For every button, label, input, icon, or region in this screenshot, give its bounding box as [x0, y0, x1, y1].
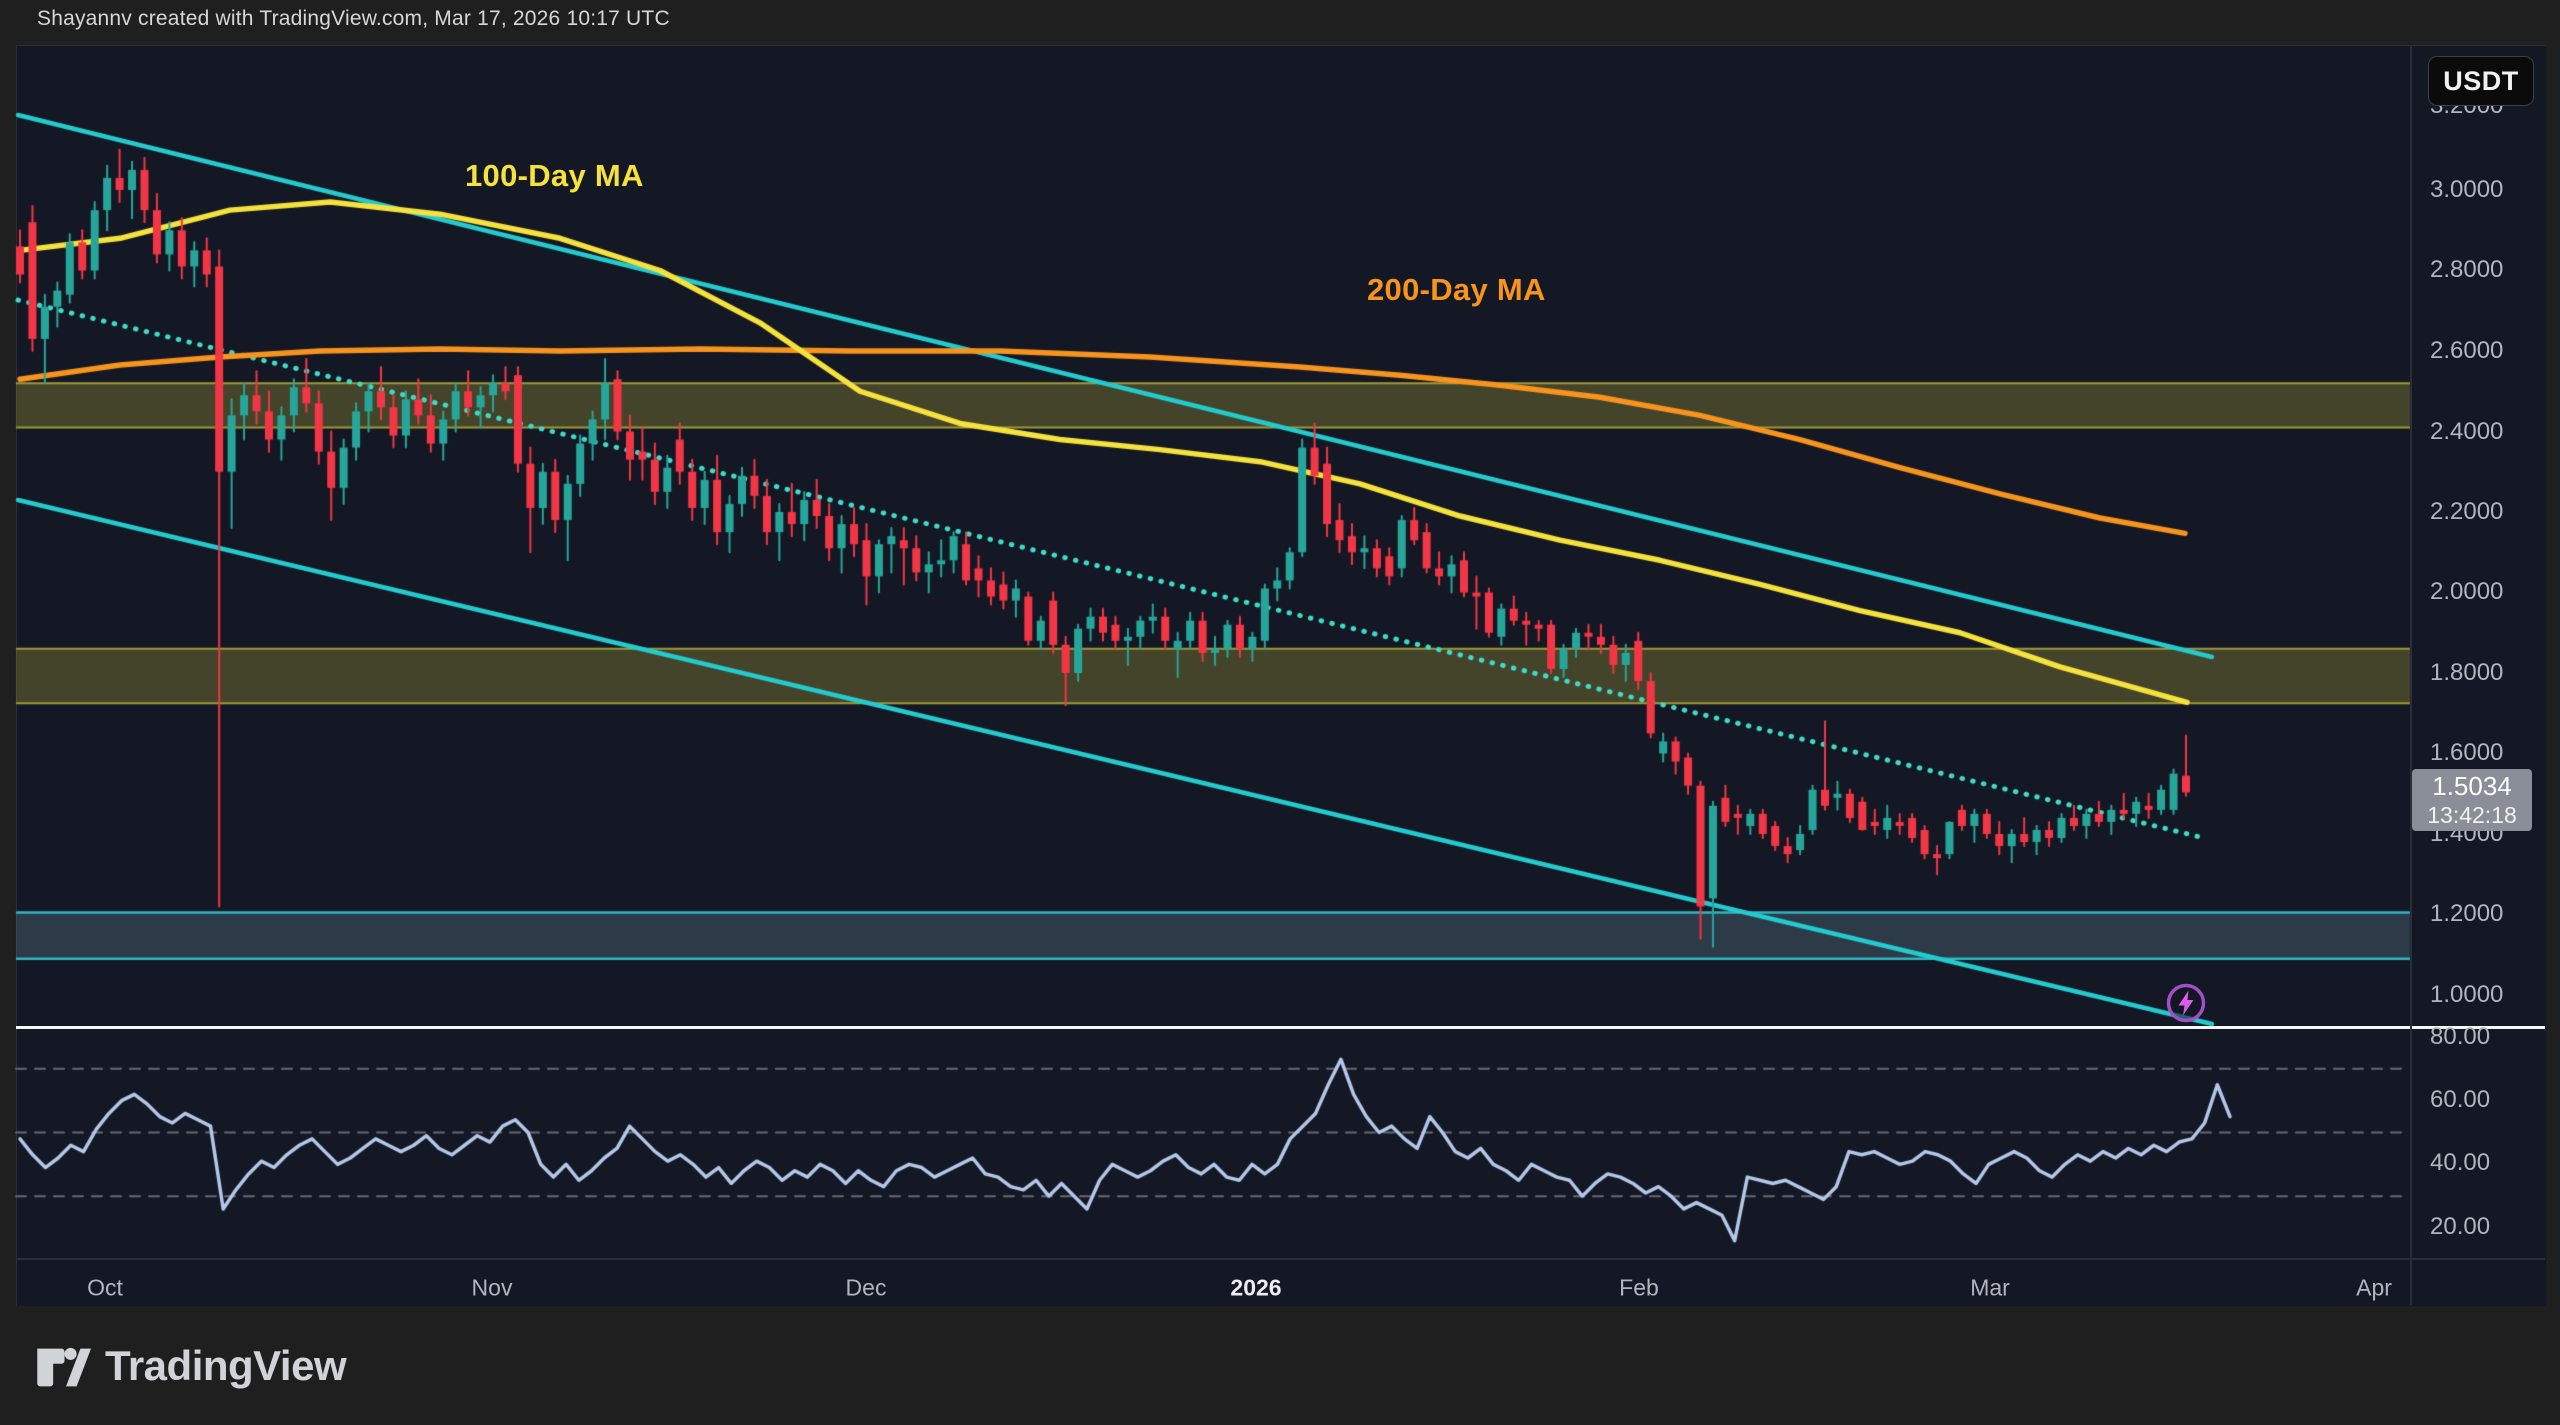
price-tick-2.4000[interactable]: 2.4000	[2430, 418, 2504, 445]
symbol-badge[interactable]: USDT	[2428, 56, 2534, 106]
tradingview-logo[interactable]: TradingView	[35, 1342, 347, 1390]
rsi-tick-20.00[interactable]: 20.00	[2430, 1213, 2491, 1240]
ma200-label: 200-Day MA	[1367, 272, 1546, 307]
price-tick-1.8000[interactable]: 1.8000	[2430, 659, 2504, 686]
rsi-tick-80.00[interactable]: 80.00	[2430, 1023, 2491, 1050]
tradingview-logo-icon	[35, 1347, 91, 1387]
last-price-badge: 1.5034 13:42:18	[2412, 769, 2532, 831]
time-tick-Mar[interactable]: Mar	[1970, 1274, 2010, 1301]
time-axis-separator	[16, 1258, 2545, 1260]
price-tick-1.6000[interactable]: 1.6000	[2430, 739, 2504, 766]
bar-countdown: 13:42:18	[2427, 801, 2517, 828]
price-tick-2.0000[interactable]: 2.0000	[2430, 578, 2504, 605]
lightning-icon	[2166, 983, 2206, 1023]
time-tick-Feb[interactable]: Feb	[1619, 1274, 1659, 1301]
rsi-tick-60.00[interactable]: 60.00	[2430, 1086, 2491, 1113]
price-axis-separator	[2410, 45, 2412, 1305]
price-tick-2.2000[interactable]: 2.2000	[2430, 498, 2504, 525]
attribution-text: Shayannv created with TradingView.com, M…	[37, 7, 670, 30]
tradingview-logo-text: TradingView	[105, 1342, 347, 1389]
rsi-tick-40.00[interactable]: 40.00	[2430, 1149, 2491, 1176]
price-tick-3.0000[interactable]: 3.0000	[2430, 176, 2504, 203]
time-tick-Oct[interactable]: Oct	[87, 1274, 123, 1301]
last-price-value: 1.5034	[2432, 770, 2512, 801]
time-tick-2026[interactable]: 2026	[1230, 1274, 1282, 1301]
boost-button[interactable]	[2164, 981, 2208, 1025]
time-tick-Apr[interactable]: Apr	[2356, 1274, 2392, 1301]
pane-separator[interactable]	[16, 1026, 2545, 1029]
time-tick-Dec[interactable]: Dec	[845, 1274, 887, 1301]
price-tick-1.0000[interactable]: 1.0000	[2430, 981, 2504, 1008]
price-tick-2.8000[interactable]: 2.8000	[2430, 256, 2504, 283]
price-tick-1.2000[interactable]: 1.2000	[2430, 900, 2504, 927]
ma100-label: 100-Day MA	[465, 158, 644, 193]
time-tick-Nov[interactable]: Nov	[471, 1274, 513, 1301]
price-tick-2.6000[interactable]: 2.6000	[2430, 337, 2504, 364]
